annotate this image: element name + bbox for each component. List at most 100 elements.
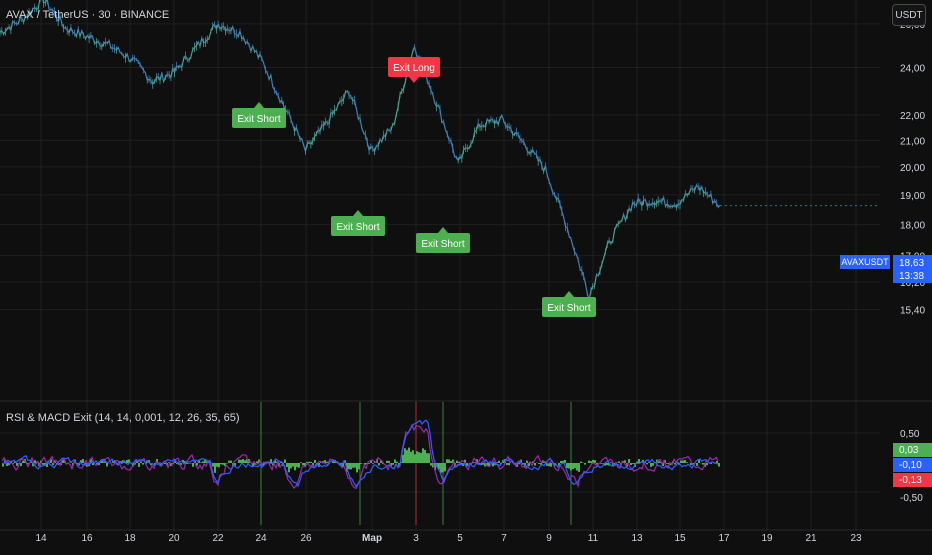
time-tick-label: 5 [457,533,463,544]
histogram-bar [412,450,414,463]
time-tick-label: 19 [761,533,773,544]
histogram-bar [296,463,298,467]
histogram-bar [686,462,688,463]
histogram-bar [42,463,44,465]
currency-button[interactable]: USDT [892,4,926,26]
histogram-bar [218,463,220,467]
histogram-bar [238,460,240,463]
histogram-bar [602,463,604,464]
histogram-bar [610,462,612,463]
time-tick-label: 14 [35,533,47,544]
histogram-bar [702,463,704,465]
histogram-bar [360,463,362,464]
price-tag-value: 18,63 [899,258,924,269]
histogram-bar [230,461,232,463]
time-tick-label: 24 [255,533,267,544]
histogram-bar [202,461,204,463]
histogram-bar [226,463,228,464]
histogram-bar [222,463,224,465]
time-tick-label: 17 [718,533,730,544]
signal-text: Exit Short [336,222,380,233]
histogram-bar [618,461,620,463]
histogram-bar [474,462,476,463]
histogram-bar [426,453,428,463]
histogram-bar [466,463,468,466]
indicator-title[interactable]: RSI & MACD Exit (14, 14, 0,001, 12, 26, … [6,412,240,424]
histogram-bar [538,463,540,464]
histogram-bar [350,463,352,469]
indicator-value-tag: -0,10 [893,458,932,472]
histogram-bar [354,463,356,468]
histogram-bar [126,460,128,463]
histogram-bar [244,460,246,463]
histogram-bar [482,463,484,465]
histogram-bar [458,462,460,463]
histogram-bar [216,463,218,467]
histogram-bar [444,463,446,471]
histogram-bar [284,459,286,463]
histogram-bar [628,459,630,463]
histogram-bar [298,463,300,468]
histogram-bar [630,463,632,465]
histogram-bar [456,461,458,463]
signal-text: Exit Short [237,114,281,125]
indicator-tag-text: -0,13 [899,475,922,486]
histogram-bar [410,452,412,463]
time-tick-label: 21 [805,533,817,544]
histogram-bar [356,463,358,472]
histogram-bar [352,463,354,468]
histogram-bar [16,463,18,466]
indicator-tick-label: -0,50 [900,493,923,504]
histogram-bar [422,448,424,463]
histogram-bar [402,455,404,463]
histogram-bar [416,451,418,463]
histogram-bar [408,448,410,463]
histogram-bar [424,450,426,463]
histogram-bar [314,460,316,463]
histogram-bar [228,461,230,463]
time-tick-label: 7 [501,533,507,544]
histogram-bar [386,461,388,463]
histogram-bar [290,463,292,468]
histogram-bar [638,459,640,463]
signal-text: Exit Short [547,303,591,314]
histogram-bar [188,463,190,464]
histogram-bar [576,463,578,471]
histogram-bar [378,463,380,465]
histogram-bar [430,463,432,466]
histogram-bar [418,452,420,463]
price-tick-label: 20,00 [900,163,925,174]
histogram-bar [666,463,668,464]
histogram-bar [388,461,390,463]
histogram-bar [288,463,290,472]
price-tick-label: 18,00 [900,220,925,231]
histogram-bar [632,463,634,464]
histogram-bar [588,461,590,463]
histogram-bar [498,461,500,463]
price-tick-label: 15,40 [900,305,925,316]
histogram-bar [606,463,608,465]
histogram-bar [580,462,582,463]
histogram-bar [138,463,140,467]
time-tick-label: 18 [124,533,136,544]
histogram-bar [574,463,576,468]
histogram-bar [364,463,366,465]
histogram-bar [682,460,684,463]
time-tick-label: Мар [362,533,382,544]
time-tick-label: 16 [81,533,93,544]
price-tick-label: 24,00 [900,63,925,74]
histogram-bar [256,461,258,463]
histogram-bar [358,463,360,469]
histogram-bar [428,453,430,463]
histogram-bar [242,459,244,463]
histogram-bar [294,463,296,470]
histogram-bar [286,463,288,467]
histogram-bar [204,460,206,463]
histogram-bar [448,459,450,463]
histogram-bar [212,463,214,467]
histogram-bar [696,463,698,466]
